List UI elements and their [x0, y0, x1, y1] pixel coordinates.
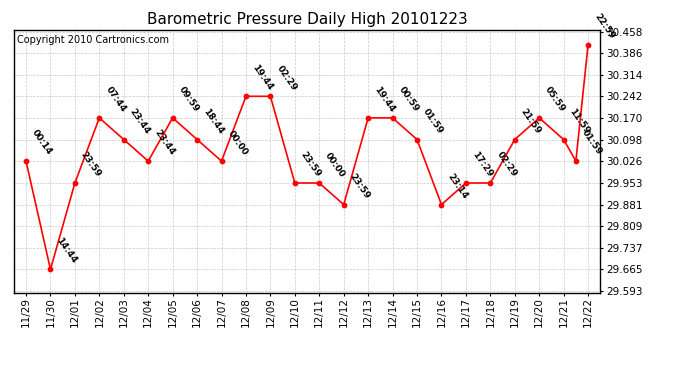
- Point: [436, 202, 447, 208]
- Text: 23:14: 23:14: [446, 172, 469, 200]
- Point: [571, 158, 582, 164]
- Point: [94, 115, 105, 121]
- Text: 01:59: 01:59: [421, 107, 445, 135]
- Text: 00:59: 00:59: [397, 85, 420, 114]
- Text: 17:29: 17:29: [470, 150, 494, 179]
- Text: 23:59: 23:59: [79, 150, 103, 179]
- Text: 23:44: 23:44: [152, 128, 177, 157]
- Text: 00:14: 00:14: [30, 128, 54, 157]
- Point: [314, 180, 325, 186]
- Text: 01:59: 01:59: [580, 128, 604, 157]
- Text: 07:44: 07:44: [104, 85, 128, 114]
- Title: Barometric Pressure Daily High 20101223: Barometric Pressure Daily High 20101223: [147, 12, 467, 27]
- Point: [509, 136, 520, 142]
- Text: 02:29: 02:29: [275, 63, 298, 92]
- Point: [411, 136, 422, 142]
- Text: 18:44: 18:44: [201, 106, 225, 135]
- Point: [45, 266, 56, 272]
- Point: [21, 158, 32, 164]
- Text: 22:59: 22:59: [592, 12, 616, 40]
- Text: 19:44: 19:44: [373, 85, 396, 114]
- Point: [265, 93, 276, 99]
- Text: 11:59: 11:59: [568, 106, 591, 135]
- Point: [582, 42, 593, 48]
- Point: [289, 180, 300, 186]
- Point: [118, 136, 129, 142]
- Point: [192, 136, 203, 142]
- Text: 05:59: 05:59: [543, 85, 567, 114]
- Text: 02:29: 02:29: [495, 150, 518, 179]
- Text: 23:59: 23:59: [299, 150, 323, 179]
- Text: 00:00: 00:00: [226, 129, 249, 157]
- Point: [216, 158, 227, 164]
- Point: [387, 115, 398, 121]
- Text: 00:00: 00:00: [324, 151, 347, 179]
- Text: 21:59: 21:59: [519, 106, 543, 135]
- Text: 14:44: 14:44: [55, 236, 79, 265]
- Text: 23:59: 23:59: [348, 172, 372, 200]
- Text: 09:59: 09:59: [177, 85, 201, 114]
- Text: Copyright 2010 Cartronics.com: Copyright 2010 Cartronics.com: [17, 35, 169, 45]
- Point: [460, 180, 471, 186]
- Point: [363, 115, 374, 121]
- Point: [167, 115, 178, 121]
- Text: 19:44: 19:44: [250, 63, 274, 92]
- Text: 23:44: 23:44: [128, 106, 152, 135]
- Point: [338, 202, 349, 208]
- Point: [533, 115, 544, 121]
- Point: [485, 180, 496, 186]
- Point: [558, 136, 569, 142]
- Point: [70, 180, 81, 186]
- Point: [240, 93, 251, 99]
- Point: [143, 158, 154, 164]
